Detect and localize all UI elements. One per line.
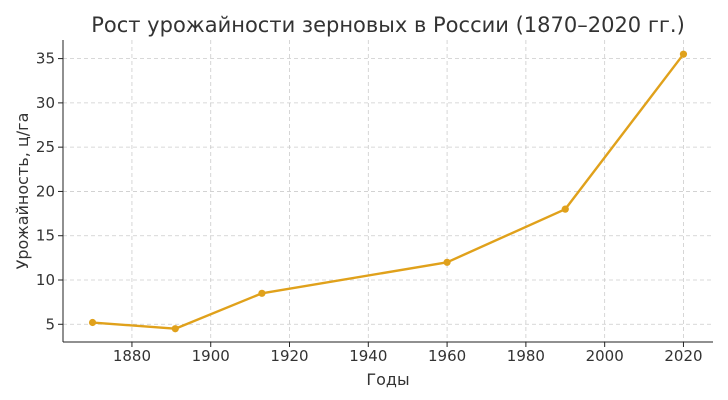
y-tick-label: 10 [36,271,55,289]
y-axis-ticks: 5 10 15 20 25 30 35 [36,50,63,333]
x-axis-label: Годы [366,370,409,389]
data-point [171,325,179,333]
x-tick-label: 1880 [113,347,151,365]
x-tick-label: 1900 [192,347,230,365]
x-axis-ticks: 1880 1900 1920 1940 1960 1980 2000 2020 [113,342,703,365]
data-point [443,258,451,266]
x-tick-label: 2000 [586,347,624,365]
series-layer [88,50,688,333]
x-tick-label: 2020 [664,347,702,365]
axes [62,40,713,343]
y-tick-label: 15 [36,227,55,245]
y-tick-label: 5 [45,315,55,333]
data-point [561,205,569,213]
grid [63,40,713,342]
y-tick-label: 30 [36,94,55,112]
series-line [91,52,685,330]
y-tick-label: 20 [36,182,55,200]
y-tick-label: 35 [36,50,55,68]
x-tick-label: 1980 [507,347,545,365]
chart-title: Рост урожайности зерновых в России (1870… [91,13,685,37]
x-tick-label: 1920 [270,347,308,365]
data-point [88,318,97,327]
y-axis-label: Урожайность, ц/га [13,113,32,270]
data-point [679,50,688,58]
x-tick-label: 1940 [349,347,387,365]
x-tick-label: 1960 [428,347,466,365]
y-tick-label: 25 [36,138,55,156]
data-point [258,289,266,297]
